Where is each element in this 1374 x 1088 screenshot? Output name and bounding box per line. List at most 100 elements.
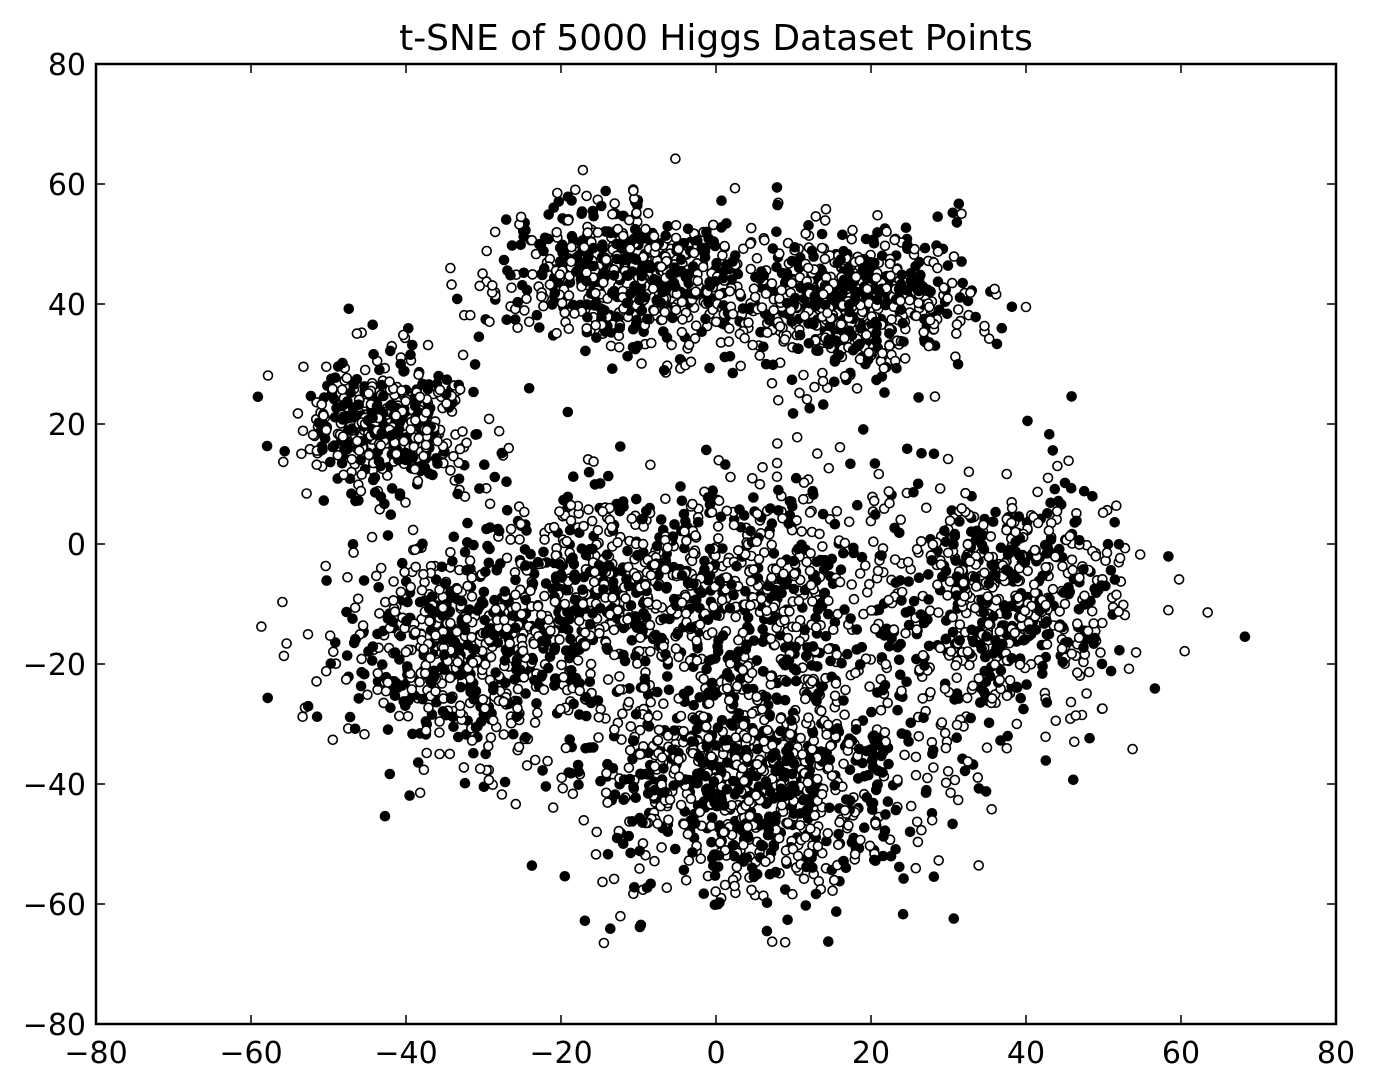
scatter-point-filled bbox=[1113, 538, 1125, 550]
scatter-point-open bbox=[716, 594, 728, 606]
scatter-point-open bbox=[382, 677, 394, 688]
scatter-point-filled bbox=[355, 680, 367, 692]
scatter-point-open bbox=[593, 627, 605, 639]
scatter-point-filled bbox=[936, 571, 948, 583]
scatter-point-open bbox=[505, 534, 516, 545]
scatter-point-filled bbox=[1074, 534, 1085, 546]
scatter-point-filled bbox=[252, 391, 264, 403]
scatter-point-open bbox=[659, 563, 671, 575]
scatter-point-open bbox=[962, 539, 974, 550]
scatter-point-filled bbox=[1071, 515, 1082, 527]
scatter-point-open bbox=[962, 756, 974, 767]
scatter-point-open bbox=[652, 734, 664, 746]
scatter-point-open bbox=[414, 787, 426, 799]
scatter-point-open bbox=[402, 710, 414, 722]
scatter-point-filled bbox=[729, 850, 740, 862]
scatter-point-open bbox=[631, 571, 642, 582]
scatter-point-open bbox=[1050, 715, 1062, 727]
scatter-point-filled bbox=[567, 471, 579, 483]
scatter-point-filled bbox=[902, 239, 913, 251]
scatter-point-open bbox=[798, 873, 810, 885]
scatter-point-filled bbox=[358, 575, 370, 586]
scatter-point-open bbox=[872, 565, 884, 577]
scatter-point-filled bbox=[573, 709, 585, 720]
scatter-point-open bbox=[483, 774, 495, 786]
scatter-point-open bbox=[405, 424, 417, 435]
scatter-point-filled bbox=[355, 454, 366, 466]
scatter-point-filled bbox=[562, 406, 574, 418]
scatter-point-filled bbox=[627, 341, 639, 353]
scatter-point-filled bbox=[757, 840, 769, 852]
scatter-point-filled bbox=[1078, 642, 1089, 653]
scatter-point-filled bbox=[549, 287, 561, 299]
scatter-point-open bbox=[1029, 544, 1041, 556]
scatter-point-open bbox=[489, 226, 501, 238]
scatter-point-filled bbox=[782, 914, 793, 926]
scatter-point-open bbox=[1028, 579, 1040, 590]
scatter-point-open bbox=[1088, 618, 1099, 629]
scatter-point-filled bbox=[404, 790, 415, 801]
scatter-point-filled bbox=[704, 362, 715, 374]
scatter-point-open bbox=[744, 810, 756, 822]
scatter-point-open bbox=[418, 643, 430, 655]
scatter-point-filled bbox=[483, 557, 495, 569]
scatter-point-open bbox=[1057, 560, 1068, 572]
scatter-point-filled bbox=[544, 651, 556, 663]
scatter-point-filled bbox=[1037, 668, 1048, 679]
scatter-point-open bbox=[506, 282, 517, 294]
scatter-point-open bbox=[985, 531, 997, 542]
scatter-point-open bbox=[831, 505, 843, 517]
scatter-point-open bbox=[806, 743, 818, 755]
scatter-point-filled bbox=[714, 575, 725, 586]
scatter-point-filled bbox=[892, 704, 903, 716]
scatter-point-open bbox=[806, 675, 818, 687]
scatter-point-open bbox=[761, 605, 773, 617]
scatter-point-open bbox=[798, 477, 810, 489]
scatter-point-open bbox=[934, 483, 946, 494]
scatter-point-open bbox=[545, 625, 556, 637]
scatter-point-filled bbox=[721, 757, 733, 768]
scatter-point-filled bbox=[488, 629, 500, 641]
scatter-point-filled bbox=[854, 659, 866, 670]
scatter-point-open bbox=[843, 738, 855, 749]
scatter-point-open bbox=[746, 708, 758, 719]
scatter-point-open bbox=[474, 763, 486, 775]
scatter-point-open bbox=[1072, 618, 1083, 630]
scatter-point-filled bbox=[829, 518, 841, 530]
scatter-point-filled bbox=[566, 230, 578, 242]
scatter-point-open bbox=[418, 568, 429, 580]
scatter-point-open bbox=[933, 607, 944, 618]
scatter-point-filled bbox=[926, 555, 938, 566]
scatter-point-open bbox=[961, 692, 973, 704]
scatter-point-open bbox=[713, 495, 725, 507]
scatter-point-open bbox=[827, 624, 839, 636]
scatter-point-filled bbox=[630, 708, 642, 720]
scatter-point-filled bbox=[832, 257, 844, 269]
scatter-point-open bbox=[656, 842, 667, 853]
scatter-point-open bbox=[834, 576, 846, 588]
scatter-point-filled bbox=[742, 683, 753, 695]
scatter-point-filled bbox=[604, 923, 616, 935]
scatter-point-open bbox=[591, 826, 603, 838]
scatter-point-open bbox=[731, 861, 743, 873]
scatter-point-filled bbox=[459, 777, 471, 789]
scatter-point-filled bbox=[724, 350, 736, 362]
scatter-point-open bbox=[723, 694, 735, 706]
scatter-point-filled bbox=[701, 741, 713, 752]
scatter-point-filled bbox=[983, 578, 995, 589]
scatter-point-open bbox=[1114, 552, 1126, 564]
scatter-point-open bbox=[395, 586, 407, 598]
scatter-point-filled bbox=[536, 669, 548, 681]
scatter-point-open bbox=[677, 314, 688, 325]
scatter-point-open bbox=[389, 606, 401, 618]
scatter-point-open bbox=[320, 424, 332, 436]
scatter-point-filled bbox=[807, 641, 819, 652]
scatter-point-open bbox=[324, 630, 336, 642]
scatter-point-filled bbox=[589, 479, 601, 490]
scatter-point-filled bbox=[499, 586, 511, 597]
scatter-point-filled bbox=[894, 575, 906, 586]
scatter-point-open bbox=[642, 207, 654, 219]
scatter-point-open bbox=[390, 410, 402, 421]
scatter-point-filled bbox=[987, 648, 999, 659]
scatter-point-filled bbox=[713, 850, 725, 861]
